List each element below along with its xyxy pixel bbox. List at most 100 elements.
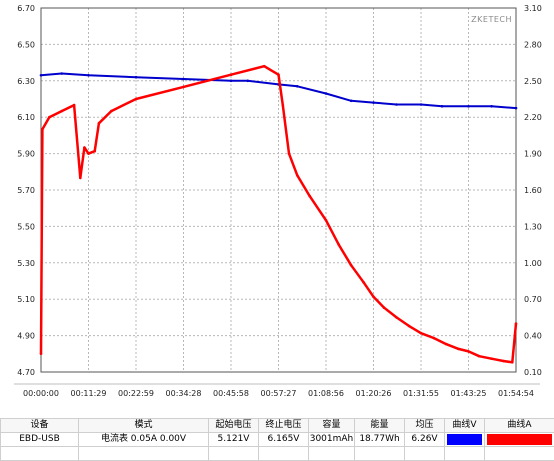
- table-empty-row: [1, 447, 554, 461]
- x-tick-label: 00:57:27: [261, 389, 297, 398]
- current-point: [60, 110, 63, 113]
- cell-curve-v[interactable]: [445, 433, 485, 447]
- cell-device: EBD-USB: [1, 433, 79, 447]
- current-point: [457, 348, 460, 351]
- left-y-tick-label: 4.70: [17, 368, 35, 377]
- voltage-point: [325, 92, 328, 95]
- curve-v-color-swatch[interactable]: [447, 434, 482, 445]
- left-y-tick-label: 6.30: [17, 77, 35, 86]
- voltage-point: [490, 105, 493, 108]
- cell-curve-a[interactable]: [485, 433, 554, 447]
- left-y-tick-label: 4.90: [17, 332, 35, 341]
- current-point: [467, 350, 470, 353]
- left-y-tick-label: 6.10: [17, 113, 35, 122]
- x-tick-label: 01:31:55: [403, 389, 439, 398]
- current-point: [325, 219, 328, 222]
- right-y-tick-label: 2.80: [524, 40, 542, 49]
- current-point: [83, 146, 86, 149]
- header-mode: 模式: [79, 419, 209, 433]
- right-y-tick-label: 1.90: [524, 150, 542, 159]
- current-point: [445, 343, 448, 346]
- voltage-point: [40, 74, 43, 77]
- right-y-tick-label: 3.10: [524, 4, 542, 13]
- voltage-point: [395, 103, 398, 106]
- current-point: [350, 264, 353, 267]
- x-tick-label: 01:54:54: [498, 389, 534, 398]
- left-y-tick-label: 5.50: [17, 222, 35, 231]
- current-point: [362, 281, 365, 284]
- current-point: [337, 243, 340, 246]
- header-curve-a[interactable]: 曲线A: [485, 419, 554, 433]
- voltage-point: [230, 80, 233, 83]
- current-point: [511, 361, 514, 364]
- current-point: [110, 110, 113, 113]
- voltage-point: [515, 107, 518, 110]
- voltage-point: [182, 78, 185, 81]
- grid-layer: [41, 8, 516, 372]
- cell-energy: 18.77Wh: [355, 433, 405, 447]
- plot-frame: [14, 8, 540, 384]
- table-row[interactable]: EBD-USB 电流表 0.05A 0.00V 5.121V 6.165V 30…: [1, 433, 554, 447]
- cell-end-voltage: 6.165V: [259, 433, 309, 447]
- left-y-tick-label: 5.10: [17, 295, 35, 304]
- x-tick-label: 00:45:58: [213, 389, 249, 398]
- right-y-tick-label: 2.50: [524, 77, 542, 86]
- current-point: [73, 104, 76, 107]
- voltage-point: [246, 80, 249, 83]
- current-point: [263, 65, 266, 68]
- right-y-tick-label: 2.20: [524, 113, 542, 122]
- x-tick-label: 00:34:28: [166, 389, 202, 398]
- right-y-tick-label: 1.00: [524, 259, 542, 268]
- current-point: [182, 86, 185, 89]
- left-y-tick-label: 6.70: [17, 4, 35, 13]
- current-point: [277, 73, 280, 76]
- current-point: [503, 360, 506, 363]
- right-y-tick-label: 0.70: [524, 295, 542, 304]
- current-point: [93, 150, 96, 153]
- voltage-point: [60, 72, 63, 75]
- cell-start-voltage: 5.121V: [209, 433, 259, 447]
- x-tick-label: 01:20:26: [356, 389, 392, 398]
- watermark-text: ZKETECH: [471, 15, 512, 24]
- x-tick-label: 01:43:25: [451, 389, 487, 398]
- right-y-tick-label: 1.60: [524, 186, 542, 195]
- curve-a-color-swatch[interactable]: [487, 434, 552, 445]
- x-tick-label: 00:00:00: [23, 389, 59, 398]
- header-avg-voltage: 均压: [405, 419, 445, 433]
- current-point: [282, 104, 285, 107]
- header-end-voltage: 终止电压: [259, 419, 309, 433]
- current-point: [79, 177, 82, 180]
- current-point: [490, 357, 493, 360]
- voltage-point: [296, 85, 299, 88]
- current-point: [48, 116, 51, 119]
- current-point: [230, 73, 233, 76]
- left-y-tick-label: 5.30: [17, 259, 35, 268]
- current-point: [408, 325, 411, 328]
- voltage-point: [87, 74, 90, 77]
- voltage-point: [420, 103, 423, 106]
- header-curve-v[interactable]: 曲线V: [445, 419, 485, 433]
- current-point: [478, 355, 481, 358]
- left-y-tick-label: 5.90: [17, 150, 35, 159]
- current-point: [41, 128, 44, 131]
- current-point: [296, 174, 299, 177]
- current-point: [515, 322, 518, 325]
- current-point: [432, 337, 435, 340]
- voltage-point: [135, 76, 138, 79]
- left-y-tick-label: 5.70: [17, 186, 35, 195]
- right-y-tick-label: 0.10: [524, 368, 542, 377]
- x-tick-label: 01:08:56: [308, 389, 344, 398]
- header-capacity: 容量: [309, 419, 355, 433]
- cell-capacity: 3001mAh: [309, 433, 355, 447]
- table-header-row: 设备 模式 起始电压 终止电压 容量 能量 均压 曲线V 曲线A: [1, 419, 554, 433]
- voltage-point: [467, 105, 470, 108]
- voltage-point: [350, 100, 353, 103]
- cell-avg-voltage: 6.26V: [405, 433, 445, 447]
- device-info-table: 设备 模式 起始电压 终止电压 容量 能量 均压 曲线V 曲线A EBD-USB…: [0, 418, 554, 461]
- right-y-tick-label: 0.40: [524, 332, 542, 341]
- current-point: [308, 195, 311, 198]
- header-energy: 能量: [355, 419, 405, 433]
- x-tick-label: 00:11:29: [71, 389, 107, 398]
